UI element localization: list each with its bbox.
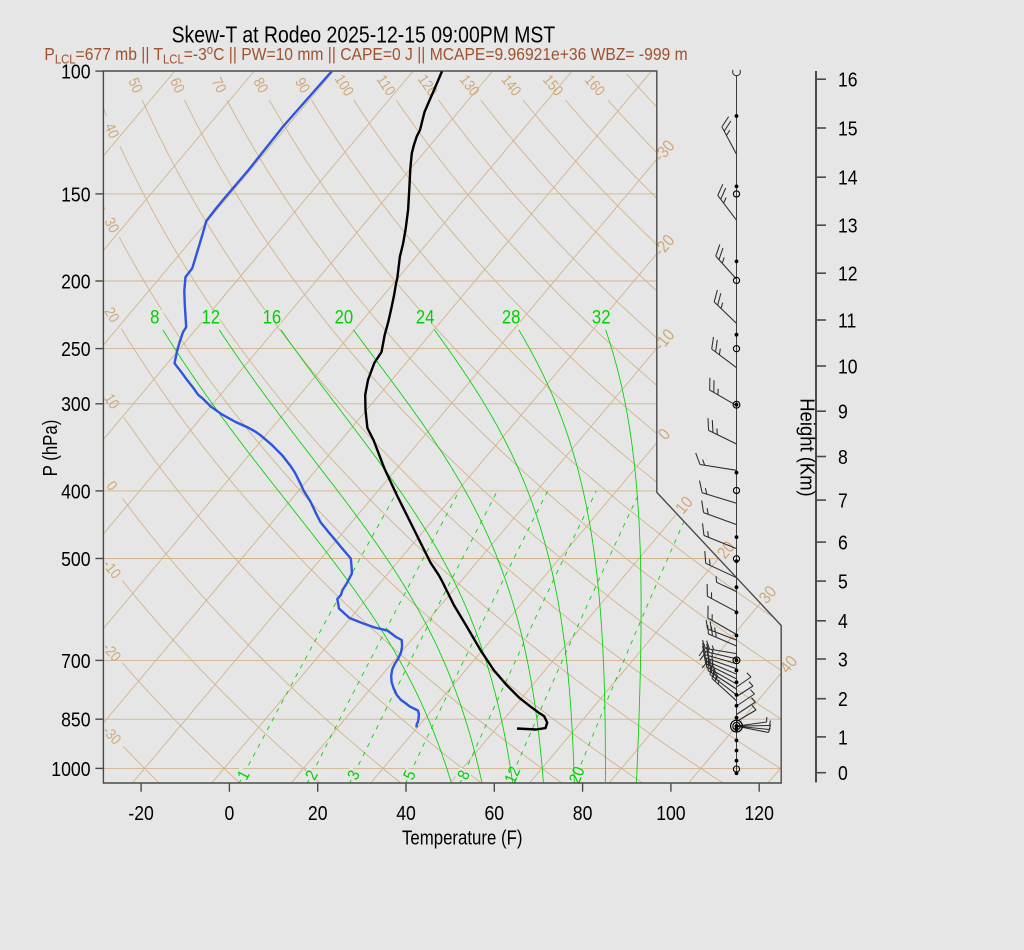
svg-text:16: 16 <box>263 307 282 328</box>
svg-text:20: 20 <box>308 803 328 826</box>
svg-text:850: 850 <box>61 709 90 732</box>
svg-text:Temperature (F): Temperature (F) <box>402 826 522 849</box>
svg-text:12: 12 <box>838 263 858 286</box>
svg-text:11: 11 <box>838 310 856 333</box>
svg-text:250: 250 <box>61 339 90 362</box>
svg-text:300: 300 <box>61 394 90 417</box>
svg-text:12: 12 <box>202 307 221 328</box>
svg-text:10: 10 <box>838 356 858 379</box>
svg-text:400: 400 <box>61 481 90 504</box>
svg-text:1000: 1000 <box>51 759 90 782</box>
svg-text:100: 100 <box>61 61 90 84</box>
svg-text:500: 500 <box>61 549 90 572</box>
svg-text:120: 120 <box>744 803 773 826</box>
svg-text:60: 60 <box>484 803 504 826</box>
svg-text:1: 1 <box>838 727 848 750</box>
svg-text:5: 5 <box>838 571 848 594</box>
svg-text:16: 16 <box>838 69 858 92</box>
svg-text:15: 15 <box>838 118 858 141</box>
svg-text:700: 700 <box>61 651 90 674</box>
svg-text:50: 50 <box>125 75 146 95</box>
svg-text:P (hPa): P (hPa) <box>38 420 61 477</box>
svg-text:14: 14 <box>838 167 858 190</box>
svg-text:Skew-T at Rodeo 2025-12-15 09:: Skew-T at Rodeo 2025-12-15 09:00PM MST <box>172 20 556 47</box>
svg-text:PLCL=677 mb || TLCL=-3oC || PW: PLCL=677 mb || TLCL=-3oC || PW=10 mm || … <box>44 42 687 66</box>
svg-text:3: 3 <box>838 649 848 672</box>
svg-text:8: 8 <box>838 447 848 470</box>
svg-text:0: 0 <box>838 763 848 786</box>
svg-text:Height (Km): Height (Km) <box>795 398 818 496</box>
svg-text:40: 40 <box>396 803 416 826</box>
svg-text:20: 20 <box>335 307 354 328</box>
svg-text:28: 28 <box>502 307 521 328</box>
svg-text:2: 2 <box>838 689 848 712</box>
svg-text:9: 9 <box>838 401 848 424</box>
svg-text:4: 4 <box>838 611 848 634</box>
svg-text:100: 100 <box>656 803 685 826</box>
svg-text:13: 13 <box>838 215 858 238</box>
svg-text:30: 30 <box>101 215 123 236</box>
svg-text:12: 12 <box>502 764 525 786</box>
svg-text:0: 0 <box>224 803 234 826</box>
svg-text:7: 7 <box>838 490 848 513</box>
svg-text:32: 32 <box>592 307 611 328</box>
svg-text:200: 200 <box>61 271 90 294</box>
svg-text:70: 70 <box>208 75 230 96</box>
svg-text:6: 6 <box>838 532 848 555</box>
svg-text:80: 80 <box>573 803 593 826</box>
svg-text:150: 150 <box>61 184 90 207</box>
svg-text:40: 40 <box>101 120 123 140</box>
svg-text:-20: -20 <box>128 803 153 826</box>
svg-text:60: 60 <box>167 75 189 96</box>
svg-text:8: 8 <box>150 307 159 328</box>
svg-text:24: 24 <box>416 307 435 328</box>
svg-text:20: 20 <box>566 764 589 786</box>
